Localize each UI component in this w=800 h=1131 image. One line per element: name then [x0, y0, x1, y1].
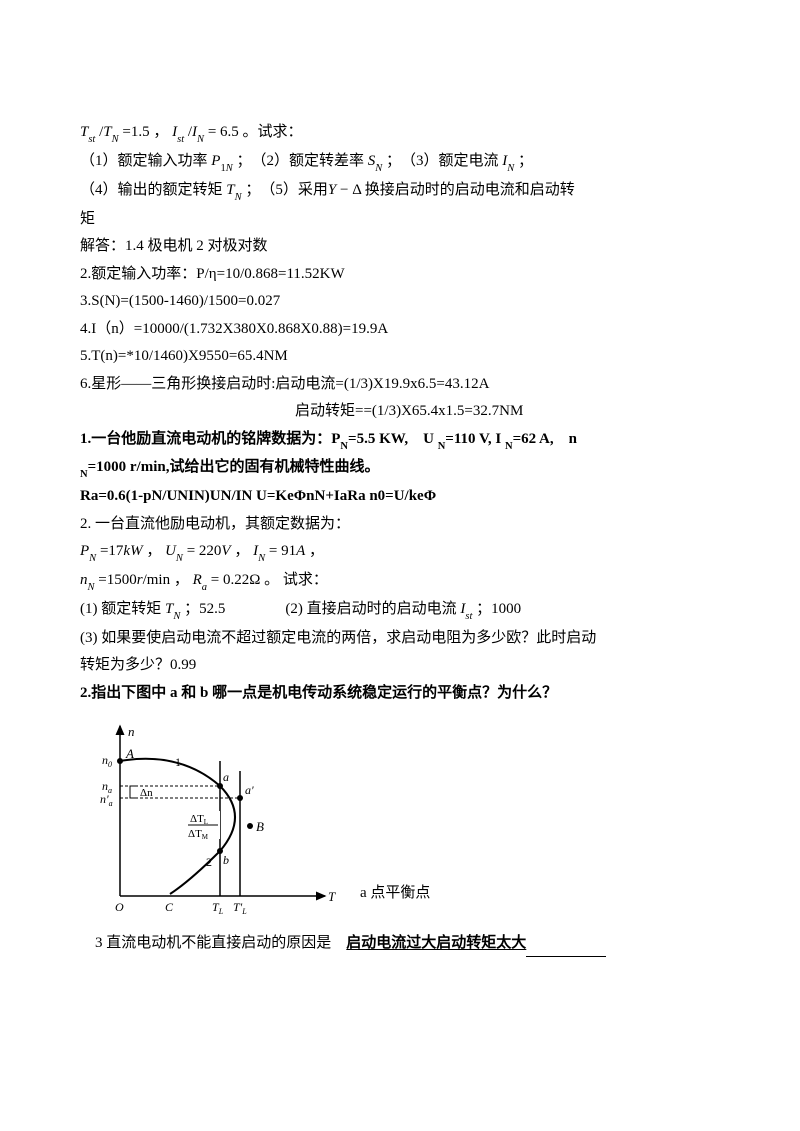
stability-diagram: n T O C TL T'L n0 na n'a A 1 a a' B 2 b … [80, 716, 340, 916]
svg-text:a': a' [245, 783, 254, 797]
line-8: 4.I（n）=10000/(1.732X380X0.868X0.88)=19.9… [80, 317, 720, 343]
line-22: 3 直流电动机不能直接启动的原因是 启动电流过大启动转矩太大 [80, 931, 720, 957]
svg-text:a: a [223, 770, 229, 784]
diagram-caption: a 点平衡点 [360, 881, 430, 917]
line-9: 5.T(n)=*10/1460)X9550=65.4NM [80, 344, 720, 370]
line-15: PN =17kW ， UN = 220V ， IN = 91A ， [80, 539, 720, 566]
line-18: (3) 如果要使启动电流不超过额定电流的两倍，求启动电阻为多少欧？此时启动 [80, 626, 720, 652]
svg-text:Δn: Δn [140, 787, 153, 799]
svg-text:TL: TL [212, 900, 224, 916]
line-12b: N=1000 r/min,试给出它的固有机械特性曲线。 [80, 455, 720, 482]
line-6: 2.额定输入功率：P/η=10/0.868=11.52KW [80, 262, 720, 288]
svg-text:T'L: T'L [233, 900, 247, 916]
line-10: 6.星形——三角形换接启动时:启动电流=(1/3)X19.9x6.5=43.12… [80, 372, 720, 398]
line-2: （1）额定输入功率 P1N ； （2）额定转差率 SN ； （3）额定电流 IN… [80, 149, 720, 176]
svg-text:n: n [128, 724, 135, 739]
svg-text:C: C [165, 900, 174, 914]
line-14: 2. 一台直流他励电动机，其额定数据为： [80, 512, 720, 538]
svg-text:1: 1 [175, 755, 181, 769]
line-3: （4）输出的额定转矩 TN ； （5）采用Y − Δ 换接启动时的启动电流和启动… [80, 178, 720, 205]
line-5: 解答：1.4 极电机 2 对极对数 [80, 234, 720, 260]
svg-text:T: T [328, 889, 336, 904]
line-11: 启动转矩==(1/3)X65.4x1.5=32.7NM [80, 399, 720, 425]
line-4: 矩 [80, 207, 720, 233]
line-13: Ra=0.6(1-pN/UNIN)UN/IN U=KeΦnN+IaRa n0=U… [80, 484, 720, 510]
diagram-row: n T O C TL T'L n0 na n'a A 1 a a' B 2 b … [80, 716, 720, 916]
line-16: nN =1500r/min ， Ra = 0.22Ω 。 试求： [80, 568, 720, 595]
svg-text:2: 2 [206, 855, 212, 869]
line-19: 转矩为多少？0.99 [80, 653, 720, 679]
line-17: (1) 额定转矩 TN ；52.5 (2) 直接启动时的启动电流 Ist ；10… [80, 597, 720, 624]
svg-text:b: b [223, 853, 229, 867]
line-1: Tst /TN =1.5 ， Ist /IN = 6.5 。试求： [80, 120, 720, 147]
svg-text:O: O [115, 900, 124, 914]
line-20: 2.指出下图中 a 和 b 哪一点是机电传动系统稳定运行的平衡点？为什么？ [80, 681, 720, 707]
line-7: 3.S(N)=(1500-1460)/1500=0.027 [80, 289, 720, 315]
svg-text:A: A [125, 746, 134, 761]
line-12: 1.一台他励直流电动机的铭牌数据为：PN=5.5 KW, U N=110 V, … [80, 427, 720, 454]
svg-text:n0: n0 [102, 753, 112, 769]
svg-text:B: B [256, 819, 264, 834]
